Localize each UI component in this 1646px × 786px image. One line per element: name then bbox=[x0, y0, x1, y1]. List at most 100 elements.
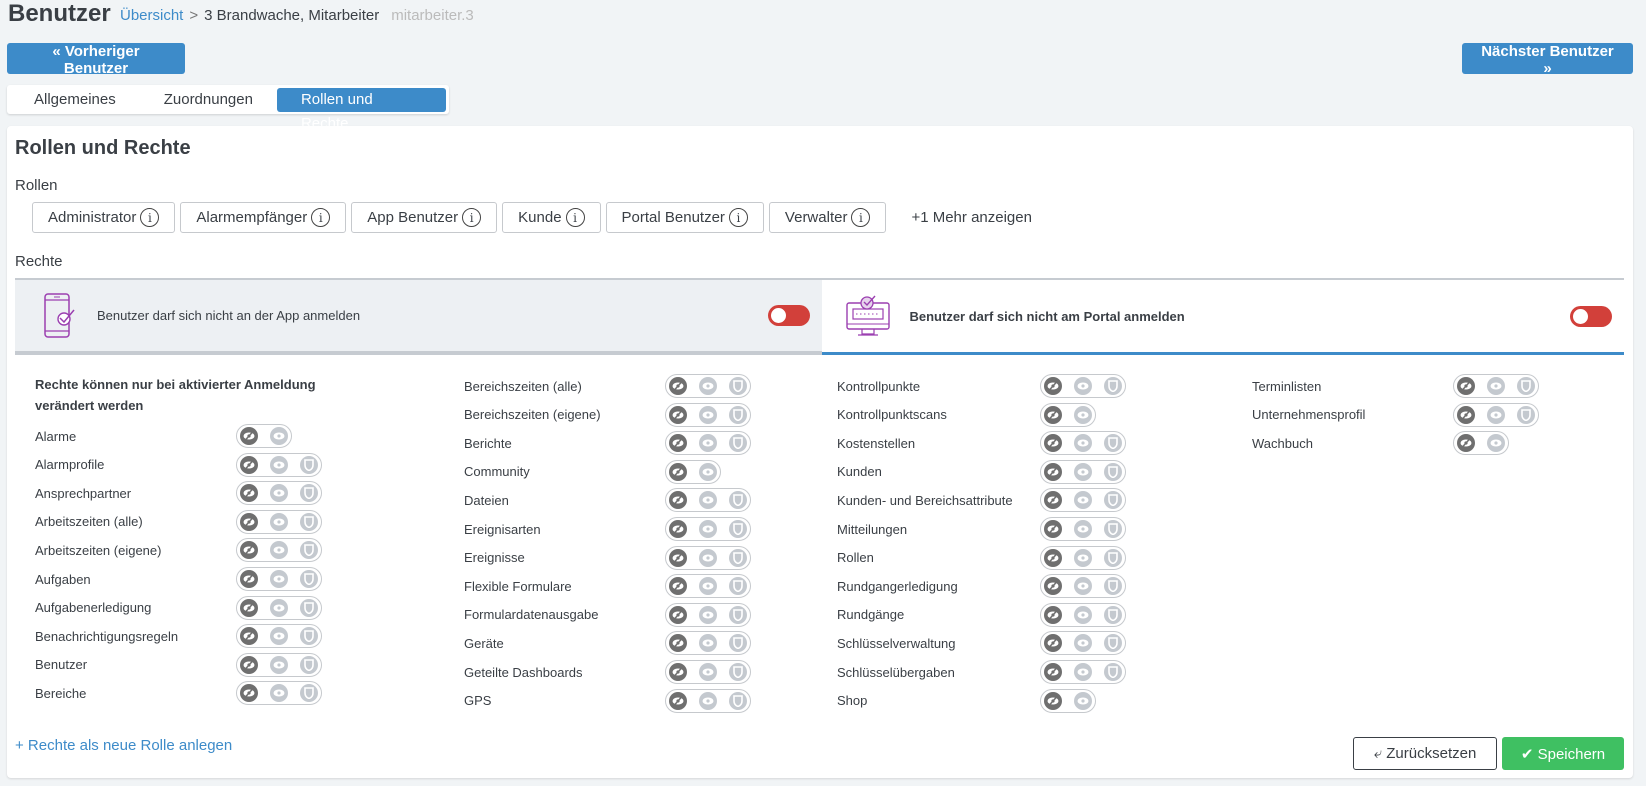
eye-icon[interactable] bbox=[699, 434, 717, 453]
shield-icon[interactable] bbox=[1104, 577, 1122, 596]
eye-icon[interactable] bbox=[699, 491, 717, 510]
eye-icon[interactable] bbox=[1074, 491, 1092, 510]
permission-level-toggle[interactable] bbox=[1040, 688, 1096, 713]
eye-slash-icon[interactable] bbox=[1044, 548, 1062, 567]
eye-slash-icon[interactable] bbox=[240, 455, 258, 474]
eye-slash-icon[interactable] bbox=[1044, 634, 1062, 653]
eye-icon[interactable] bbox=[1074, 548, 1092, 567]
permission-level-toggle[interactable] bbox=[665, 431, 751, 456]
eye-icon[interactable] bbox=[1074, 434, 1092, 453]
eye-icon[interactable] bbox=[1074, 577, 1092, 596]
eye-slash-icon[interactable] bbox=[240, 627, 258, 646]
permission-level-toggle[interactable] bbox=[1453, 402, 1539, 427]
permission-level-toggle[interactable] bbox=[1040, 402, 1096, 427]
shield-icon[interactable] bbox=[300, 570, 318, 588]
eye-icon[interactable] bbox=[699, 405, 717, 424]
permission-level-toggle[interactable] bbox=[236, 538, 322, 563]
info-icon[interactable]: i bbox=[311, 208, 331, 227]
eye-slash-icon[interactable] bbox=[1044, 577, 1062, 596]
shield-icon[interactable] bbox=[1104, 548, 1122, 567]
shield-icon[interactable] bbox=[300, 455, 318, 474]
eye-slash-icon[interactable] bbox=[1044, 405, 1062, 424]
info-icon[interactable]: i bbox=[462, 208, 482, 227]
eye-slash-icon[interactable] bbox=[669, 491, 687, 510]
role-chip[interactable]: Alarmempfänger i bbox=[180, 202, 347, 233]
permission-level-toggle[interactable] bbox=[236, 424, 292, 448]
shield-icon[interactable] bbox=[729, 405, 747, 424]
eye-slash-icon[interactable] bbox=[669, 634, 687, 653]
permission-level-toggle[interactable] bbox=[665, 602, 751, 627]
shield-icon[interactable] bbox=[300, 512, 318, 531]
permission-level-toggle[interactable] bbox=[1040, 374, 1126, 398]
shield-icon[interactable] bbox=[1104, 491, 1122, 510]
eye-icon[interactable] bbox=[270, 427, 288, 445]
eye-slash-icon[interactable] bbox=[669, 577, 687, 596]
eye-slash-icon[interactable] bbox=[240, 541, 258, 560]
eye-slash-icon[interactable] bbox=[240, 598, 258, 617]
eye-slash-icon[interactable] bbox=[240, 484, 258, 503]
permission-level-toggle[interactable] bbox=[665, 517, 751, 541]
eye-slash-icon[interactable] bbox=[669, 691, 687, 710]
eye-slash-icon[interactable] bbox=[669, 520, 687, 538]
permission-level-toggle[interactable] bbox=[1040, 602, 1126, 627]
eye-slash-icon[interactable] bbox=[1044, 434, 1062, 453]
shield-icon[interactable] bbox=[729, 491, 747, 510]
shield-icon[interactable] bbox=[1104, 663, 1122, 681]
eye-icon[interactable] bbox=[699, 634, 717, 653]
eye-slash-icon[interactable] bbox=[240, 427, 258, 445]
shield-icon[interactable] bbox=[1104, 520, 1122, 538]
eye-icon[interactable] bbox=[1074, 405, 1092, 424]
eye-slash-icon[interactable] bbox=[669, 377, 687, 395]
info-icon[interactable]: i bbox=[565, 208, 585, 227]
eye-icon[interactable] bbox=[1074, 377, 1092, 395]
permission-level-toggle[interactable] bbox=[1040, 431, 1126, 456]
shield-icon[interactable] bbox=[729, 548, 747, 567]
role-chip[interactable]: Portal Benutzer i bbox=[605, 202, 764, 233]
eye-icon[interactable] bbox=[699, 663, 717, 681]
portal-login-tab[interactable]: Benutzer darf sich nicht am Portal anmel… bbox=[821, 280, 1624, 355]
role-chip[interactable]: Verwalter i bbox=[768, 202, 887, 233]
eye-slash-icon[interactable] bbox=[669, 605, 687, 624]
previous-user-button[interactable]: « Vorheriger Benutzer bbox=[7, 43, 185, 77]
eye-slash-icon[interactable] bbox=[669, 663, 687, 681]
next-user-button[interactable]: Nächster Benutzer » bbox=[1462, 43, 1633, 77]
permission-level-toggle[interactable] bbox=[236, 595, 322, 620]
permission-level-toggle[interactable] bbox=[665, 459, 721, 484]
role-chip[interactable]: Kunde i bbox=[502, 202, 601, 233]
eye-icon[interactable] bbox=[699, 377, 717, 395]
eye-slash-icon[interactable] bbox=[240, 570, 258, 588]
portal-login-toggle[interactable] bbox=[1570, 305, 1612, 327]
eye-slash-icon[interactable] bbox=[1457, 434, 1475, 453]
eye-slash-icon[interactable] bbox=[240, 655, 258, 674]
eye-slash-icon[interactable] bbox=[1044, 462, 1062, 481]
eye-icon[interactable] bbox=[270, 455, 288, 474]
eye-icon[interactable] bbox=[270, 684, 288, 703]
eye-icon[interactable] bbox=[270, 627, 288, 646]
permission-level-toggle[interactable] bbox=[665, 660, 751, 684]
eye-slash-icon[interactable] bbox=[669, 434, 687, 453]
eye-icon[interactable] bbox=[1074, 634, 1092, 653]
permission-level-toggle[interactable] bbox=[1453, 374, 1539, 398]
eye-icon[interactable] bbox=[1074, 663, 1092, 681]
permission-level-toggle[interactable] bbox=[1040, 545, 1126, 570]
app-login-toggle[interactable] bbox=[767, 305, 810, 326]
info-icon[interactable]: i bbox=[728, 208, 748, 227]
eye-icon[interactable] bbox=[699, 462, 717, 481]
shield-icon[interactable] bbox=[1104, 377, 1122, 395]
eye-icon[interactable] bbox=[1074, 462, 1092, 481]
eye-icon[interactable] bbox=[270, 570, 288, 588]
eye-icon[interactable] bbox=[699, 605, 717, 624]
show-more-roles-link[interactable]: +1 Mehr anzeigen bbox=[911, 209, 1032, 226]
add-rights-as-role-link[interactable]: + Rechte als neue Rolle anlegen bbox=[15, 737, 233, 754]
eye-slash-icon[interactable] bbox=[669, 405, 687, 424]
eye-slash-icon[interactable] bbox=[1457, 405, 1475, 424]
eye-icon[interactable] bbox=[270, 512, 288, 531]
shield-icon[interactable] bbox=[300, 627, 318, 646]
shield-icon[interactable] bbox=[300, 484, 318, 503]
eye-icon[interactable] bbox=[699, 691, 717, 710]
permission-level-toggle[interactable] bbox=[665, 574, 751, 599]
eye-icon[interactable] bbox=[270, 484, 288, 503]
eye-icon[interactable] bbox=[270, 598, 288, 617]
permission-level-toggle[interactable] bbox=[665, 402, 751, 427]
eye-icon[interactable] bbox=[1487, 377, 1505, 395]
